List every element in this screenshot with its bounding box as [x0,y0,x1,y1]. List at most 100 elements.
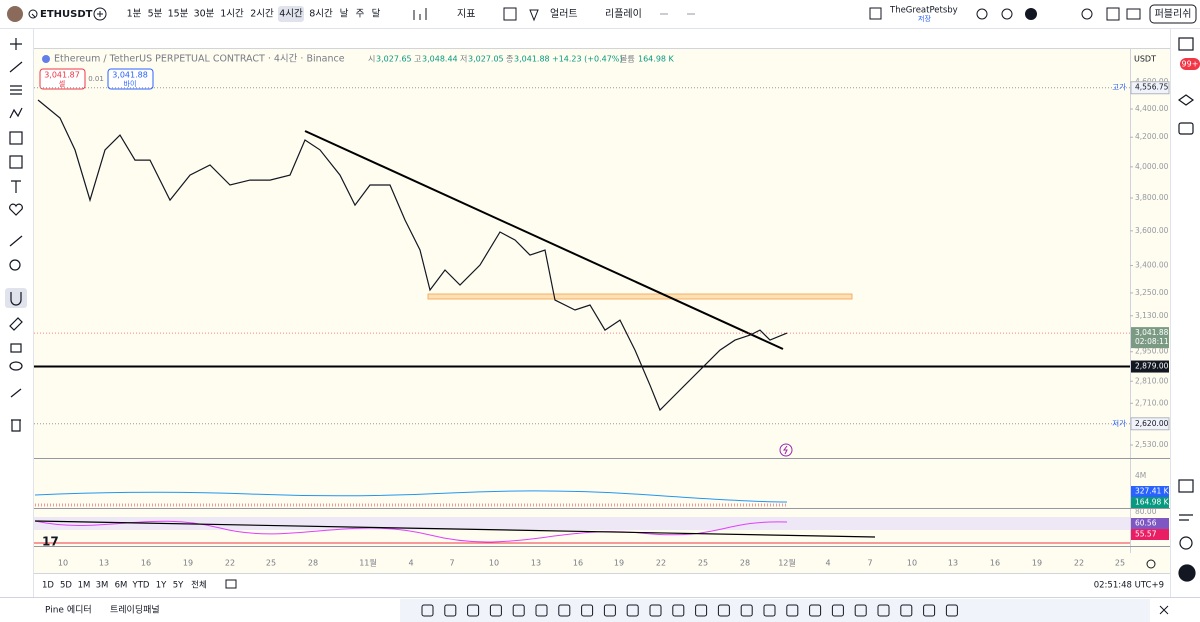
sell-price[interactable]: 3,041.87 [44,71,80,80]
buy-label[interactable]: 바이 [124,79,137,88]
interval-button[interactable]: 5분 [148,9,163,20]
close-icon[interactable] [1159,605,1169,615]
interval-button[interactable]: 30분 [194,9,215,20]
fib-tool[interactable] [10,85,22,95]
add-symbol-button[interactable] [93,7,107,21]
icon[interactable] [976,8,988,20]
range-button[interactable]: 1Y [156,581,167,591]
layers-button[interactable] [1177,94,1195,106]
favorites-tool[interactable] [9,203,23,216]
drawing-tool-icon[interactable] [831,604,844,617]
axis-settings[interactable] [1146,559,1156,569]
side-button[interactable] [1179,514,1193,521]
projection-tool[interactable] [9,131,23,145]
fullscreen-button[interactable] [1106,7,1120,21]
range-button[interactable]: 1D [42,581,54,591]
drawing-tool-icon[interactable] [649,604,662,617]
magnet-tool[interactable] [10,292,22,306]
drawing-tool-icon[interactable] [809,604,822,617]
drawing-tool-icon[interactable] [695,604,708,617]
date-range-button[interactable] [225,579,237,589]
layout-button[interactable] [503,7,517,21]
delete-tool[interactable] [11,419,21,432]
chat-button[interactable] [1178,122,1194,135]
trendline-tool[interactable] [9,61,23,73]
drawing-tool-icon[interactable] [854,604,867,617]
interval-button[interactable]: 8시간 [309,9,333,20]
icon[interactable] [1025,8,1037,20]
user-name[interactable]: TheGreatPetsby [889,6,958,16]
avatar[interactable] [7,6,23,22]
drawing-tool-icon[interactable] [512,604,525,617]
settings-button[interactable] [1081,8,1093,20]
interval-button[interactable]: 4시간 [279,9,303,20]
sell-label[interactable]: 셀 [59,80,65,88]
buy-button[interactable] [107,68,154,90]
publish-label[interactable]: 퍼블리쉬 [1155,8,1192,20]
interval-button[interactable]: 15분 [168,9,189,20]
drawing-tool-icon[interactable] [945,604,958,617]
indicators-button[interactable]: 지표 [457,8,475,20]
drawing-tool-icon[interactable] [717,604,730,617]
screenshot-button[interactable] [1126,8,1141,20]
help-button[interactable] [1179,536,1193,550]
drawing-tool-icon[interactable] [535,604,548,617]
drawing-tool-icon[interactable] [603,604,616,617]
range-button[interactable]: 1M [78,581,91,591]
symbol[interactable]: ETHUSDT [40,9,93,20]
zoom-tool[interactable] [9,259,21,271]
drawing-tool-icon[interactable] [489,604,502,617]
drawing-tool-icon[interactable] [672,604,685,617]
apps-button[interactable] [1178,564,1196,582]
alert-button[interactable]: 얼러트 [550,8,578,20]
range-button[interactable]: YTD [132,581,150,591]
event-marker[interactable] [779,443,793,457]
lock-tool[interactable] [10,343,22,353]
interval-button[interactable]: 달 [372,8,381,20]
drawing-tool-icon[interactable] [626,604,639,617]
interval-button[interactable]: 주 [356,9,365,20]
drawing-tool-icon[interactable] [444,604,457,617]
zone-rectangle[interactable] [427,293,853,300]
interval-button[interactable]: 날 [340,9,349,20]
interval-button[interactable]: 1분 [127,9,142,20]
shape-tool[interactable] [9,155,23,169]
crosshair-tool[interactable] [10,38,22,50]
interval-button[interactable]: 2시간 [250,9,274,20]
text-tool[interactable] [11,180,21,193]
range-button[interactable]: 3M [96,581,109,591]
range-button[interactable]: 전체 [191,580,207,591]
range-button[interactable]: 5Y [173,581,184,591]
link-tool[interactable] [10,388,22,398]
drawing-tool-icon[interactable] [740,604,753,617]
rsi-trend-line[interactable] [34,520,876,538]
drawing-tool-icon[interactable] [900,604,913,617]
trend-line[interactable] [304,130,784,350]
watchlist-button[interactable] [1178,37,1194,51]
sell-button[interactable] [39,68,86,90]
drawing-tool-icon[interactable] [877,604,890,617]
interval-button[interactable]: 1시간 [220,9,244,20]
drawing-tool-icon[interactable] [467,604,480,617]
pattern-tool[interactable] [9,107,23,119]
footer-tab[interactable]: 트레이딩패널 [110,605,160,616]
replay-button[interactable]: 리플레이 [605,8,642,20]
measure-tool[interactable] [9,235,23,247]
layout-select[interactable] [869,7,882,20]
drawing-tool-icon[interactable] [923,604,936,617]
drawing-tool-icon[interactable] [763,604,776,617]
hide-tool[interactable] [9,361,23,371]
drawing-tool-icon[interactable] [581,604,594,617]
drawing-tool-icon[interactable] [558,604,571,617]
save-label[interactable]: 저장 [918,14,931,23]
publish-button[interactable] [1149,4,1197,24]
drawing-tool-icon[interactable] [786,604,799,617]
range-button[interactable]: 5D [60,581,72,591]
drawing-tool-icon[interactable] [421,604,434,617]
range-button[interactable]: 6M [115,581,128,591]
footer-tab[interactable]: Pine 에디터 [45,605,92,616]
stay-drawing-tool[interactable] [9,317,23,331]
icon[interactable] [1001,8,1013,20]
buy-price[interactable]: 3,041.88 [112,71,148,80]
side-button[interactable] [1178,479,1194,493]
